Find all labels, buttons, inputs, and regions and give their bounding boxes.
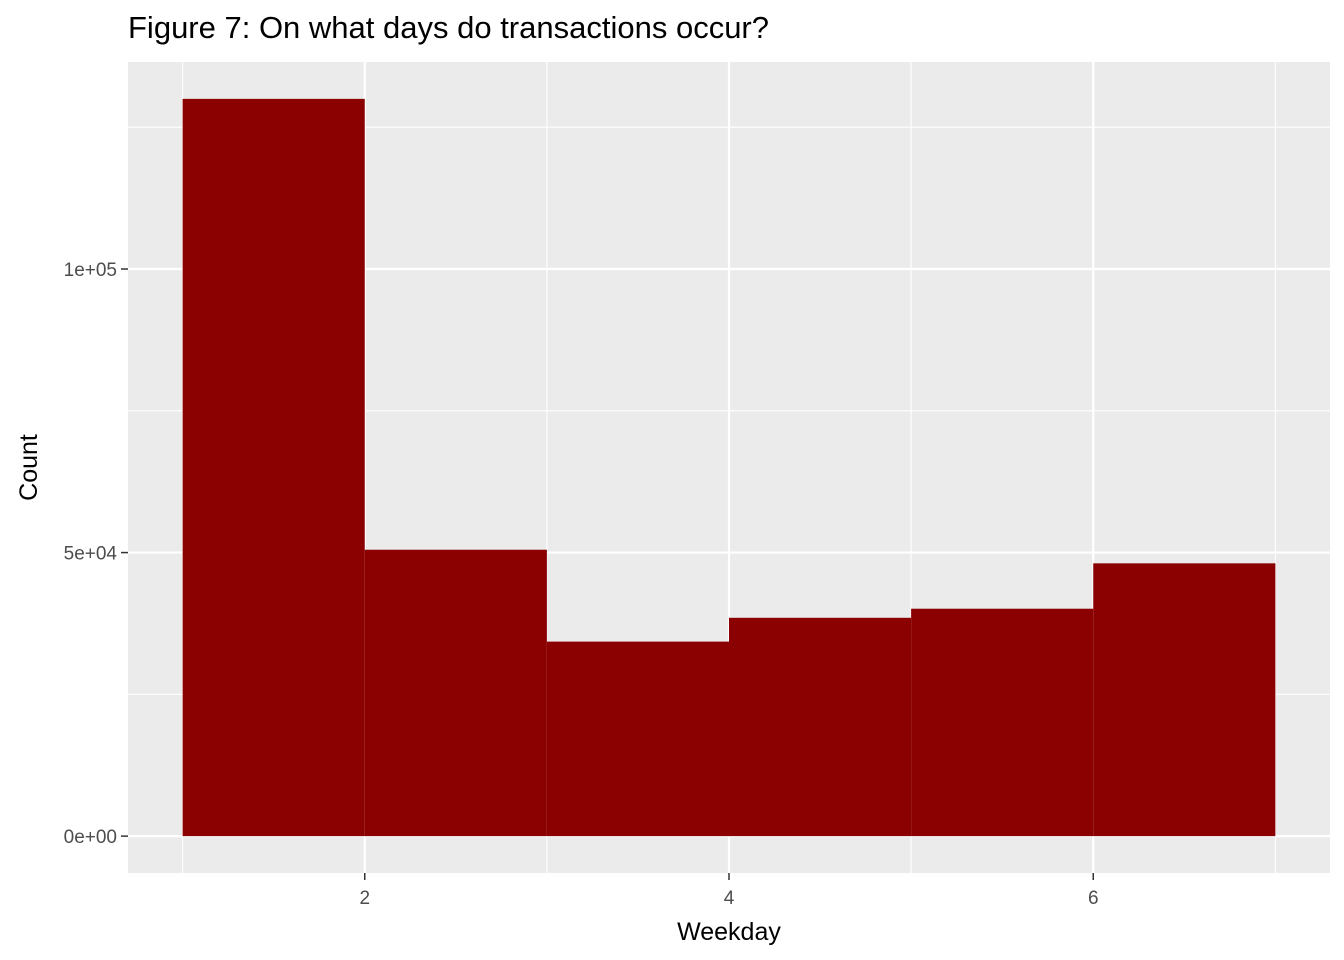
y-tick-label: 0e+00 <box>64 827 117 848</box>
y-tick-label: 1e+05 <box>64 260 117 281</box>
bar-weekday-3 <box>546 641 729 837</box>
axis-ticks <box>121 268 1094 880</box>
bar-weekday-1 <box>182 98 365 837</box>
x-tick-label: 6 <box>1088 888 1099 909</box>
x-tick-labels: 2 4 6 <box>359 888 1098 909</box>
bar-weekday-4 <box>729 617 912 837</box>
y-tick-labels: 0e+00 5e+04 1e+05 <box>64 260 118 848</box>
x-tick-label: 2 <box>359 888 370 909</box>
bar-weekday-5 <box>911 608 1094 837</box>
y-axis-title: Count <box>15 434 43 501</box>
x-axis-title: Weekday <box>677 918 781 946</box>
x-tick-label: 4 <box>724 888 735 909</box>
bars <box>182 98 1276 837</box>
y-tick-label: 5e+04 <box>64 544 118 565</box>
chart-title: Figure 7: On what days do transactions o… <box>128 10 769 45</box>
bar-weekday-6 <box>1093 563 1276 837</box>
bar-weekday-2 <box>364 549 547 837</box>
